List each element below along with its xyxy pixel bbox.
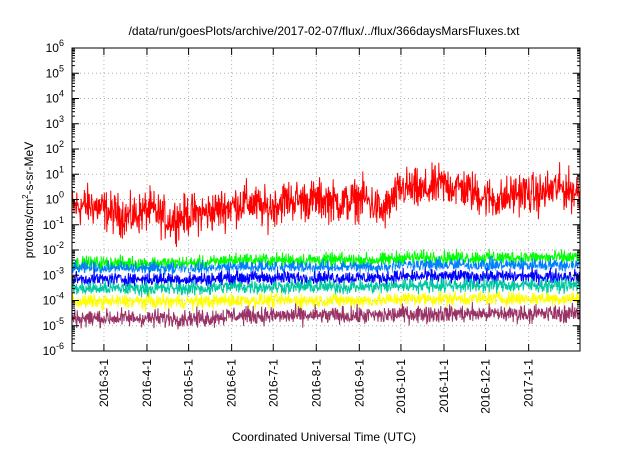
y-tick-label: 106	[46, 38, 64, 55]
series-line-7	[72, 302, 580, 330]
ticks	[72, 47, 580, 352]
x-tick-label: 2016-10-1	[394, 359, 408, 414]
x-tick-label: 2016-5-1	[182, 359, 196, 407]
x-tick-labels: 2016-3-1 2016-4-1 2016-5-1 2016-6-1 2016-7-1…	[97, 359, 536, 414]
y-axis-label-superscript: 2	[21, 194, 30, 199]
y-tick-label: 100	[46, 190, 64, 207]
y-tick-label: 10-2	[43, 240, 64, 257]
y-tick-label: 101	[46, 164, 64, 181]
x-tick-label: 2016-8-1	[309, 359, 323, 407]
y-axis-label-rest: -s-sr-MeV	[22, 142, 36, 195]
x-tick-label: 2017-1-1	[522, 359, 536, 407]
y-tick-label: 104	[46, 89, 64, 106]
y-tick-label: 102	[46, 139, 64, 156]
series-line-4	[72, 267, 580, 289]
x-tick-label: 2016-6-1	[225, 359, 239, 407]
y-tick-label: 10-4	[43, 291, 64, 308]
chart-title: /data/run/goesPlots/archive/2017-02-07/f…	[129, 24, 521, 38]
data-series-group	[72, 162, 580, 330]
x-tick-label: 2016-4-1	[140, 359, 154, 407]
x-tick-label: 2016-3-1	[97, 359, 111, 407]
y-tick-label: 10-6	[43, 341, 64, 358]
y-axis-label: protons/cm2-s-sr-MeV	[21, 142, 36, 258]
y-tick-label: 10-3	[43, 265, 64, 282]
series-line-6	[72, 290, 580, 312]
y-axis-label-unit: protons/cm	[22, 199, 36, 258]
y-tick-label: 10-5	[43, 316, 64, 333]
x-tick-label: 2016-11-1	[437, 359, 451, 413]
y-tick-labels: 10-6 10-5 10-4 10-3 10-2 10-1 100 101 102 103 104 1…	[43, 38, 64, 358]
series-line-5	[72, 276, 580, 298]
y-tick-label: 103	[46, 114, 64, 131]
x-tick-label: 2016-7-1	[266, 359, 280, 407]
x-tick-label: 2016-9-1	[352, 359, 366, 407]
series-line-2	[72, 255, 580, 278]
series-line-0	[72, 162, 580, 248]
y-tick-label: 105	[46, 63, 64, 80]
x-tick-label: 2016-12-1	[479, 359, 493, 414]
x-axis-label: Coordinated Universal Time (UTC)	[232, 430, 416, 444]
y-tick-label: 10-1	[43, 215, 64, 232]
